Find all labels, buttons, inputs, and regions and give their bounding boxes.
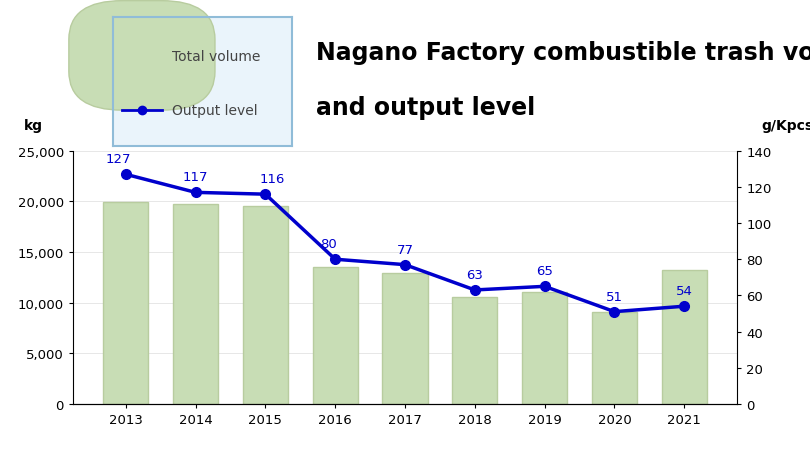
Text: 116: 116 <box>260 173 285 186</box>
Text: 77: 77 <box>397 243 413 256</box>
Bar <box>662 271 707 404</box>
Text: 65: 65 <box>536 265 553 278</box>
Bar <box>452 297 497 404</box>
Text: 80: 80 <box>320 238 337 251</box>
Text: kg: kg <box>24 119 43 133</box>
Text: 117: 117 <box>183 171 208 184</box>
Text: g/Kpcs: g/Kpcs <box>761 119 810 133</box>
Text: Total volume: Total volume <box>173 50 261 64</box>
Text: 63: 63 <box>467 269 484 281</box>
Text: and output level: and output level <box>316 96 535 120</box>
Text: Output level: Output level <box>173 104 258 118</box>
Bar <box>173 205 218 404</box>
Bar <box>103 203 148 404</box>
Bar <box>243 207 288 404</box>
Text: Nagano Factory combustible trash volume: Nagano Factory combustible trash volume <box>316 41 810 65</box>
Text: 127: 127 <box>106 153 131 166</box>
Bar <box>313 268 358 404</box>
FancyBboxPatch shape <box>69 2 215 111</box>
Text: 51: 51 <box>606 290 623 303</box>
Text: 54: 54 <box>676 285 693 297</box>
Bar <box>522 293 567 404</box>
Bar <box>382 274 428 404</box>
Bar <box>592 312 637 404</box>
